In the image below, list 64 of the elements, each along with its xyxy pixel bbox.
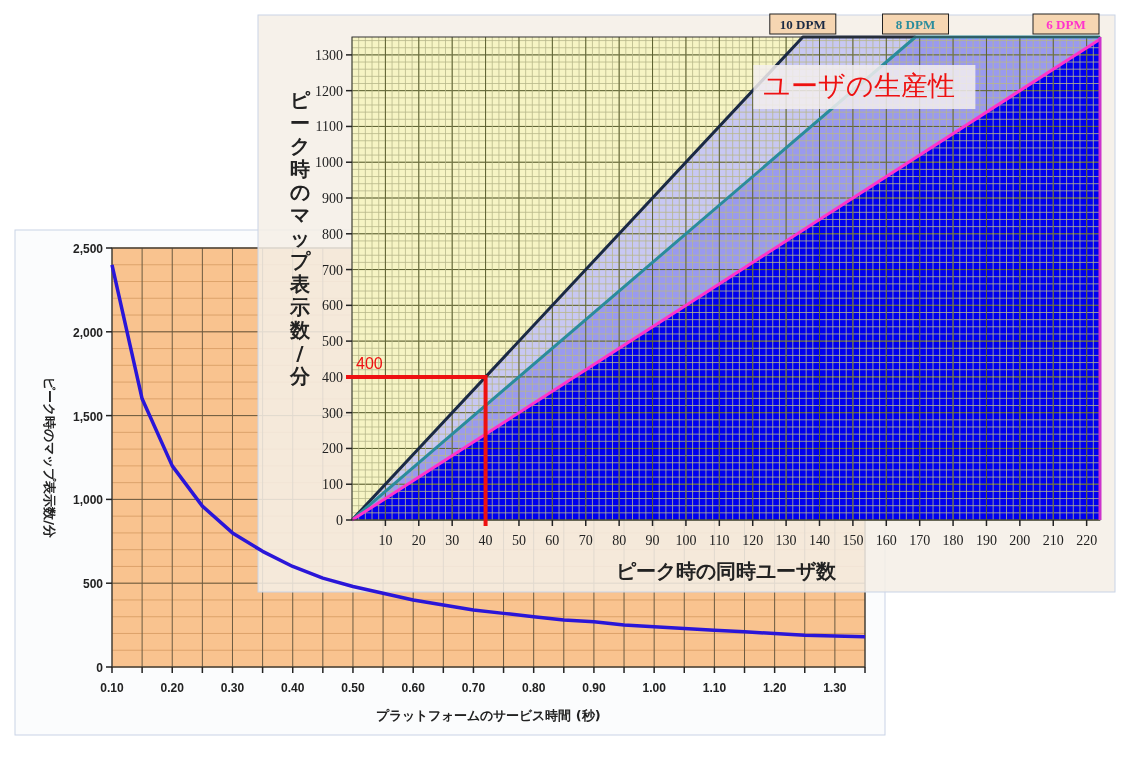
x-tick-label: 130 bbox=[775, 533, 797, 548]
x-tick-label: 140 bbox=[809, 533, 830, 548]
y-tick-label: 100 bbox=[322, 477, 343, 493]
annotation: ユーザの生産性 bbox=[763, 70, 956, 101]
x-tick-label: 0.30 bbox=[220, 681, 245, 695]
y-tick-label: 0 bbox=[336, 513, 343, 528]
x-tick-label: 60 bbox=[545, 533, 560, 548]
x-tick-label: 0.90 bbox=[582, 681, 606, 695]
y-tick-label: 0 bbox=[96, 661, 104, 675]
x-tick-label: 0.10 bbox=[100, 681, 124, 695]
y-tick-label: 500 bbox=[82, 577, 104, 592]
x-tick-label: 180 bbox=[942, 533, 964, 548]
x-tick-label: 110 bbox=[709, 533, 730, 548]
y-tick-label: 700 bbox=[322, 262, 343, 278]
x-tick-label: 210 bbox=[1042, 533, 1064, 548]
x-tick-label: 0.50 bbox=[341, 681, 365, 695]
x-tick-label: 0.60 bbox=[401, 681, 426, 695]
x-tick-label: 0.80 bbox=[522, 681, 546, 695]
x-tick-label: 120 bbox=[742, 533, 764, 548]
y-tick-label: 1,000 bbox=[72, 493, 104, 508]
y-tick-label: 800 bbox=[322, 226, 343, 242]
x-tick-label: 0.40 bbox=[281, 681, 305, 695]
x-tick-label: 50 bbox=[511, 533, 526, 548]
ref-line-label: 400 bbox=[356, 354, 383, 372]
x-tick-label: 80 bbox=[612, 533, 627, 548]
y-tick-label: 1200 bbox=[315, 83, 343, 99]
y-tick-label: 900 bbox=[322, 191, 343, 206]
x-tick-label: 150 bbox=[842, 533, 864, 548]
text: ピーク時のマップ表示数/分 bbox=[290, 88, 310, 388]
x-tick-label: 90 bbox=[645, 533, 660, 548]
x-tick-label: 190 bbox=[975, 533, 997, 548]
x-axis-title: ピーク時の同時ユーザ数 bbox=[616, 559, 837, 583]
y-tick-label: 400 bbox=[322, 369, 343, 385]
y-axis-title: ピーク時のマップ表示数/分 bbox=[42, 377, 57, 539]
x-tick-label: 100 bbox=[675, 533, 697, 548]
y-tick-label: 600 bbox=[322, 298, 343, 314]
x-tick-label: 40 bbox=[478, 533, 493, 548]
x-tick-label: 20 bbox=[411, 533, 426, 548]
x-tick-label: 1.20 bbox=[762, 681, 787, 695]
x-tick-label: 30 bbox=[445, 533, 460, 548]
series-label: 8 DPM bbox=[895, 17, 936, 32]
x-tick-label: 1.30 bbox=[823, 681, 847, 695]
y-tick-label: 1,500 bbox=[72, 409, 104, 424]
x-tick-label: 170 bbox=[909, 533, 931, 548]
x-tick-label: 0.70 bbox=[461, 681, 486, 695]
x-tick-label: 0.20 bbox=[160, 681, 185, 695]
y-tick-label: 1000 bbox=[315, 155, 343, 171]
x-tick-label: 200 bbox=[1009, 533, 1031, 548]
x-tick-label: 70 bbox=[578, 533, 593, 548]
x-tick-label: 1.00 bbox=[642, 681, 667, 695]
x-tick-label: 10 bbox=[378, 533, 393, 548]
x-tick-label: 160 bbox=[875, 533, 897, 548]
y-tick-label: 2,500 bbox=[72, 242, 104, 256]
series-label: 10 DPM bbox=[779, 17, 826, 32]
x-tick-label: 220 bbox=[1076, 533, 1098, 548]
y-tick-label: 200 bbox=[322, 441, 343, 457]
y-tick-label: 300 bbox=[322, 405, 343, 421]
x-tick-label: 1.10 bbox=[702, 681, 727, 695]
y-tick-label: 2,000 bbox=[72, 325, 104, 340]
y-tick-label: 1100 bbox=[315, 119, 343, 135]
y-tick-label: 1300 bbox=[315, 47, 343, 63]
y-tick-label: 500 bbox=[322, 334, 343, 350]
x-axis-title: プラットフォームのサービス時間 (秒) bbox=[376, 708, 601, 723]
series-label: 6 DPM bbox=[1046, 17, 1086, 32]
